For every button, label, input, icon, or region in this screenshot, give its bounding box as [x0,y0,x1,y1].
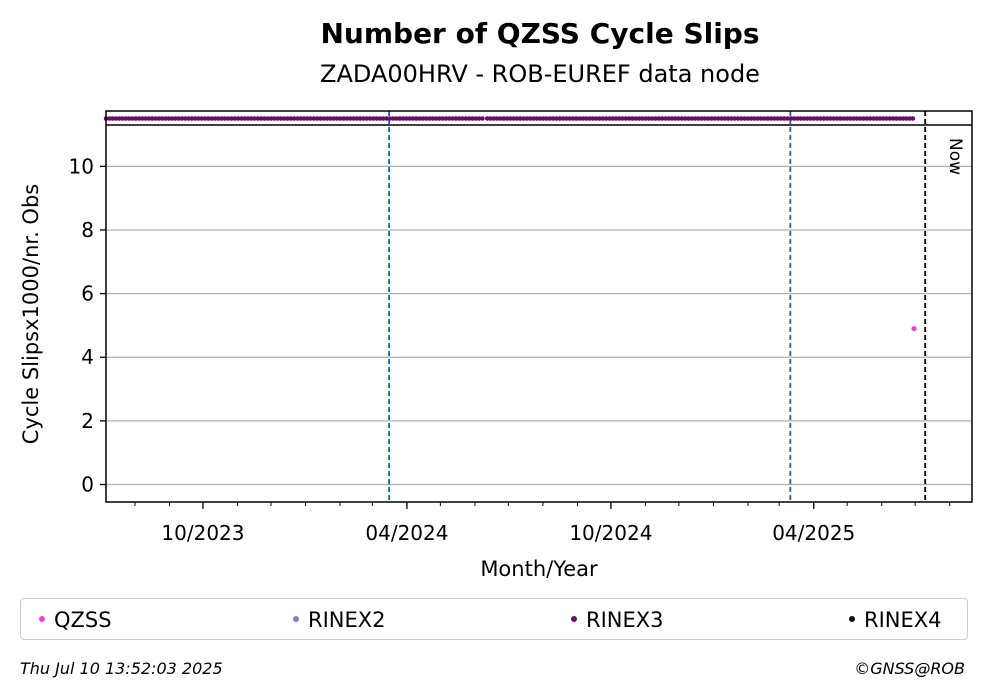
chart-subtitle: ZADA00HRV - ROB-EUREF data node [320,60,760,88]
x-tick-label: 10/2024 [569,521,652,545]
y-tick-label: 0 [81,473,94,497]
y-tick-label: 6 [81,282,94,306]
legend-item-qzss: QZSS [39,609,112,631]
x-tick-label: 04/2024 [365,521,448,545]
x-axis-label: Month/Year [480,557,598,581]
y-axis: 0 2 4 6 8 10 [69,154,106,497]
plot-frame [105,110,973,503]
vertical-markers [388,111,927,502]
footer-credit: ©GNSS@ROB [854,659,965,678]
y-tick-label: 8 [81,218,94,242]
legend-marker [849,616,855,622]
x-axis: 10/2023 04/2024 10/2024 04/2025 [134,502,951,545]
rinex-band [103,116,972,126]
chart-title: Number of QZSS Cycle Slips [320,17,759,50]
x-tick-label: 04/2025 [772,521,855,545]
y-tick-label: 10 [69,154,94,178]
legend-marker [293,616,299,622]
legend: QZSS RINEX2 RINEX3 RINEX4 [20,598,968,640]
y-tick-label: 4 [81,345,94,369]
legend-marker [39,616,45,622]
x-tick-label: 10/2023 [161,521,244,545]
legend-label: RINEX4 [864,608,942,632]
legend-label: RINEX2 [308,608,386,632]
y-grid [106,165,972,486]
legend-label: RINEX3 [586,608,664,632]
legend-item-rinex4: RINEX4 [849,609,942,631]
legend-item-rinex3: RINEX3 [571,609,664,631]
legend-label: QZSS [54,608,112,632]
data-points [911,326,917,332]
y-axis-label: Cycle Slipsx1000/nr. Obs [19,184,43,444]
y-tick-label: 2 [81,409,94,433]
legend-marker [571,616,577,622]
legend-item-rinex2: RINEX2 [293,609,386,631]
footer-timestamp: Thu Jul 10 13:52:03 2025 [20,659,223,678]
data-point [911,326,917,332]
now-label: Now [945,138,965,175]
